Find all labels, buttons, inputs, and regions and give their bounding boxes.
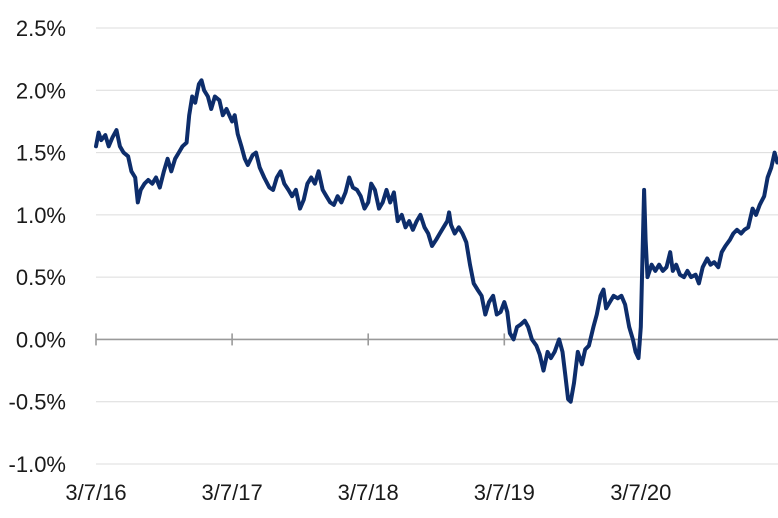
series-group — [94, 78, 778, 404]
x-tick-label: 3/7/18 — [338, 480, 399, 505]
x-tick-label: 3/7/19 — [474, 480, 535, 505]
gridlines — [96, 27, 778, 465]
y-tick-label: 0.5% — [16, 265, 66, 290]
x-tick-label: 3/7/17 — [202, 480, 263, 505]
series-line — [94, 78, 778, 404]
y-tick-label: 2.5% — [16, 16, 66, 41]
x-tick-label: 3/7/20 — [610, 480, 671, 505]
x-tick-label: 3/7/16 — [65, 480, 126, 505]
y-tick-label: 1.0% — [16, 203, 66, 228]
y-tick-label: 0.0% — [16, 327, 66, 352]
y-tick-label: 2.0% — [16, 78, 66, 103]
y-tick-label: -1.0% — [9, 452, 66, 477]
y-axis: 2.5% 2.0% 1.5% 1.0% 0.5% 0.0% -0.5% -1.0% — [9, 16, 66, 477]
y-tick-label: -0.5% — [9, 390, 66, 415]
y-tick-label: 1.5% — [16, 141, 66, 166]
x-tick-labels: 3/7/16 3/7/17 3/7/18 3/7/19 3/7/20 — [65, 480, 671, 505]
